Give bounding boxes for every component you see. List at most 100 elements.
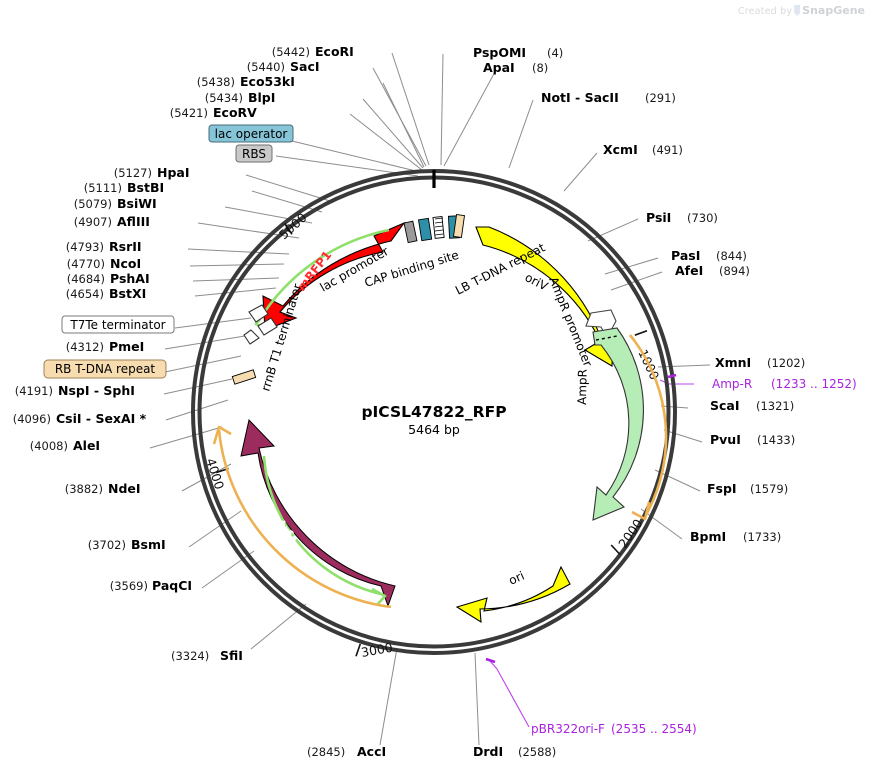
ruler-ticks (215, 223, 648, 657)
ruler-tick-label: 3000 (360, 640, 394, 660)
feature-replication-arc-right (628, 334, 668, 521)
enzyme-pos: (4008) (30, 439, 68, 453)
feature-trfa (240, 418, 396, 608)
enzyme-pos: (4096) (13, 412, 51, 426)
feature-rrnb-t1-terminator (243, 304, 278, 345)
enzyme-name: NotI - SacII (541, 90, 619, 105)
enzyme-name: PmeI (109, 339, 144, 354)
enzyme-labels-left: (3569) PaqCI (3702) BsmI (3882) NdeI (40… (13, 44, 354, 593)
leader-lines-primers (489, 379, 694, 728)
enzyme-pos: (1321) (756, 399, 794, 413)
feature-rbs (432, 216, 445, 239)
feature-oriv (475, 226, 614, 367)
enzyme-pos: (5111) (84, 181, 122, 195)
enzyme-name: Eco53kI (240, 74, 295, 89)
primer-labels: Amp-R (1233 .. 1252) pBR322ori-F (2535 .… (531, 377, 857, 736)
enzyme-pos: (5421) (170, 106, 208, 120)
enzyme-name: PasI (671, 248, 700, 263)
enzyme-labels-top-right: PspOMI (4) ApaI (8) NotI - SacII (291) X… (473, 45, 805, 544)
enzyme-pos: (5438) (197, 75, 235, 89)
enzyme-name: PspOMI (473, 45, 526, 60)
enzyme-pos: (730) (687, 211, 718, 225)
feature-lac-promoter (403, 220, 418, 244)
boxed-label-lac-operator: lac operator (215, 127, 288, 141)
feature-ori (455, 565, 571, 624)
leader-lines-top (275, 52, 534, 177)
primer-range: (1233 .. 1252) (771, 377, 857, 391)
enzyme-pos: (3569) (110, 579, 148, 593)
enzyme-name: SfiI (220, 648, 243, 663)
enzyme-name: AleI (73, 438, 100, 453)
enzyme-name: NspI - SphI (58, 383, 135, 398)
feature-rb-tdna-repeat (231, 369, 257, 385)
enzyme-name: FspI (707, 481, 737, 496)
enzyme-name: XmnI (715, 355, 751, 370)
enzyme-name: EcoRV (213, 105, 257, 120)
primer-ticks (485, 373, 677, 664)
enzyme-pos: (4654) (66, 287, 104, 301)
enzyme-name: AccI (357, 744, 386, 759)
leader-lines-left (149, 174, 331, 650)
enzyme-pos: (1202) (767, 356, 805, 370)
enzyme-name: PvuI (710, 432, 741, 447)
enzyme-name: NdeI (108, 481, 141, 496)
enzyme-pos: (491) (652, 143, 683, 157)
enzyme-pos: (2588) (518, 745, 556, 759)
enzyme-name: BpmI (690, 529, 726, 544)
enzyme-pos: (894) (719, 264, 750, 278)
enzyme-pos: (5440) (247, 60, 285, 74)
boxed-label-t7te-terminator: T7Te terminator (69, 318, 165, 332)
watermark-brand: SnapGene (802, 4, 865, 17)
enzyme-pos: (3882) (65, 482, 103, 496)
snapgene-flag-icon (794, 5, 801, 16)
boxed-label-rb-tdna-repeat: RB T-DNA repeat (55, 362, 156, 376)
enzyme-name: ApaI (483, 60, 515, 75)
feature-label-trfa: trfA (275, 518, 302, 548)
enzyme-pos: (8) (532, 61, 548, 75)
enzyme-name: HpaI (157, 165, 190, 180)
enzyme-name: SacI (290, 59, 320, 74)
primer-name: pBR322ori-F (531, 722, 605, 736)
boxed-label-rbs: RBS (242, 147, 266, 161)
snapgene-watermark: Created by SnapGene (738, 4, 865, 17)
enzyme-pos: (4793) (66, 240, 104, 254)
feature-label-ori: ori (507, 569, 527, 588)
boxed-feature-t7te-terminator: T7Te terminator (61, 315, 175, 334)
enzyme-labels-bottom: DrdI (2588) (2845) AccI (3324) SfiI (171, 648, 556, 759)
primer-name: Amp-R (712, 377, 752, 391)
watermark-prefix: Created by (737, 6, 793, 17)
plasmid-length: 5464 bp (408, 422, 460, 437)
enzyme-name: NcoI (110, 256, 141, 271)
enzyme-pos: (1733) (743, 530, 781, 544)
enzyme-pos: (3324) (171, 649, 209, 663)
enzyme-name: BstXI (109, 286, 146, 301)
boxed-feature-lac-operator: lac operator (208, 124, 294, 143)
enzyme-name: ScaI (710, 398, 740, 413)
enzyme-name: BsiWI (117, 196, 157, 211)
plasmid-title: pICSL47822_RFP (361, 403, 506, 421)
enzyme-name: BsmI (131, 537, 166, 552)
enzyme-name: AfeI (675, 263, 703, 278)
enzyme-pos: (1579) (750, 482, 788, 496)
enzyme-name: PsiI (646, 210, 671, 225)
enzyme-pos: (844) (716, 249, 747, 263)
enzyme-pos: (4684) (67, 272, 105, 286)
feature-lac-operator (417, 217, 433, 242)
enzyme-pos: (1433) (757, 433, 795, 447)
enzyme-pos: (5442) (272, 45, 310, 59)
enzyme-pos: (4907) (74, 215, 112, 229)
enzyme-name: EcoRI (315, 44, 354, 59)
feature-label-ampr: AmpR (575, 369, 590, 405)
enzyme-name: BstBI (127, 180, 164, 195)
enzyme-name: AflIII (117, 214, 150, 229)
leader-lines-bottom (379, 647, 480, 746)
enzyme-pos: (4770) (67, 257, 105, 271)
enzyme-pos: (5434) (205, 91, 243, 105)
enzyme-pos: (4312) (66, 340, 104, 354)
enzyme-name: DrdI (473, 744, 503, 759)
boxed-feature-rb-tdna-repeat: RB T-DNA repeat (43, 359, 167, 379)
enzyme-pos: (5079) (74, 197, 112, 211)
enzyme-pos: (3702) (88, 538, 126, 552)
feature-trfa-translation-arc (262, 455, 387, 606)
